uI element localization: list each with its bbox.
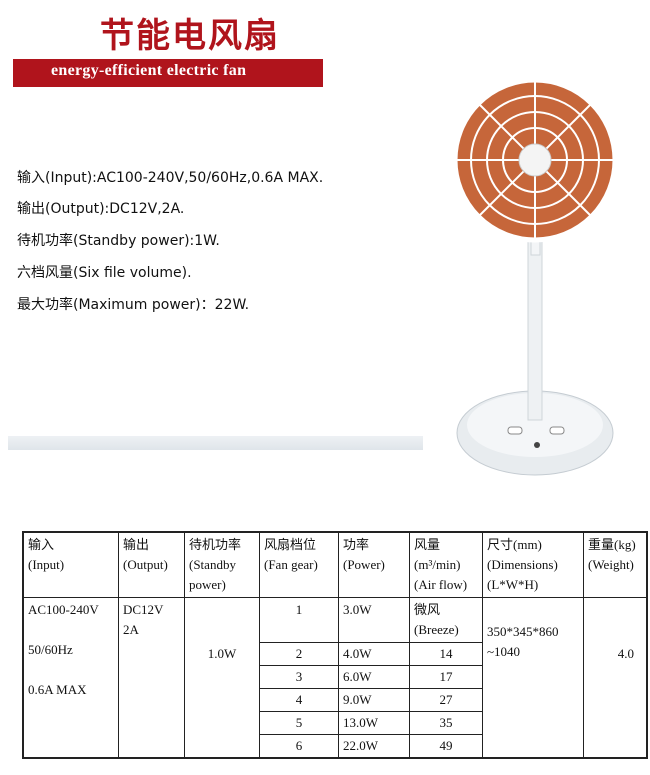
- cell-power: 13.0W: [338, 711, 410, 735]
- table-row: AC100-240V 50/60Hz 0.6A MAX DC12V 2A 1.0W 1…: [22, 597, 648, 759]
- cell-weight: 4.0: [583, 597, 648, 759]
- title-banner: energy-efficient electric fan: [13, 59, 323, 87]
- header-fan-gear: 风扇档位 (Fan gear): [259, 531, 339, 598]
- cell-input: AC100-240V 50/60Hz 0.6A MAX: [22, 597, 119, 759]
- cell-gear: 2: [259, 642, 339, 666]
- cell-power: 22.0W: [338, 734, 410, 759]
- cell-airflow: 35: [409, 711, 483, 735]
- header-dimensions: 尺寸(mm) (Dimensions) (L*W*H): [482, 531, 584, 598]
- spec-output: 输出(Output):DC12V,2A.: [17, 201, 185, 217]
- cell-gear: 3: [259, 665, 339, 689]
- cell-airflow: 14: [409, 642, 483, 666]
- cell-standby: 1.0W: [184, 597, 260, 759]
- spec-max-power: 最大功率(Maximum power)：22W.: [17, 297, 250, 313]
- spec-volume: 六档风量(Six file volume).: [17, 265, 192, 281]
- divider: [8, 436, 423, 450]
- cell-power: 9.0W: [338, 688, 410, 712]
- cell-airflow: 微风 (Breeze): [409, 597, 483, 643]
- fan-image: [452, 77, 618, 476]
- header-input: 输入 (Input): [22, 531, 119, 598]
- cell-airflow: 27: [409, 688, 483, 712]
- cell-gear: 6: [259, 734, 339, 759]
- spec-input: 输入(Input):AC100-240V,50/60Hz,0.6A MAX.: [17, 170, 324, 186]
- cell-airflow: 49: [409, 734, 483, 759]
- spec-table: 输入 (Input) 输出 (Output) 待机功率 (Standby power) …: [22, 531, 648, 759]
- table-row: 3 6.0W 17: [23, 665, 647, 689]
- header-power: 功率 (Power): [338, 531, 410, 598]
- header-weight: 重量(kg) (Weight): [583, 531, 648, 598]
- cell-gear: 1: [259, 597, 339, 643]
- cell-gear: 4: [259, 688, 339, 712]
- cell-output: DC12V 2A: [118, 597, 185, 759]
- spec-standby: 待机功率(Standby power):1W.: [17, 233, 220, 249]
- header-airflow: 风量 (m³/min) (Air flow): [409, 531, 483, 598]
- cell-gear: 5: [259, 711, 339, 735]
- cell-dimensions: 350*345*860 ~1040: [482, 597, 584, 759]
- cell-airflow: 17: [409, 665, 483, 689]
- header-output: 输出 (Output): [118, 531, 185, 598]
- title-chinese: 节能电风扇: [100, 16, 280, 56]
- title-english: energy-efficient electric fan: [51, 62, 247, 79]
- table-row: 6 22.0W 49: [23, 734, 647, 759]
- cell-power: 3.0W: [338, 597, 410, 643]
- table-header-row: 输入 (Input) 输出 (Output) 待机功率 (Standby power) …: [22, 531, 648, 598]
- table-row: 5 13.0W 35: [23, 711, 647, 735]
- table-row: 4 9.0W 27: [23, 688, 647, 712]
- cell-power: 4.0W: [338, 642, 410, 666]
- header-standby: 待机功率 (Standby power): [184, 531, 260, 598]
- cell-power: 6.0W: [338, 665, 410, 689]
